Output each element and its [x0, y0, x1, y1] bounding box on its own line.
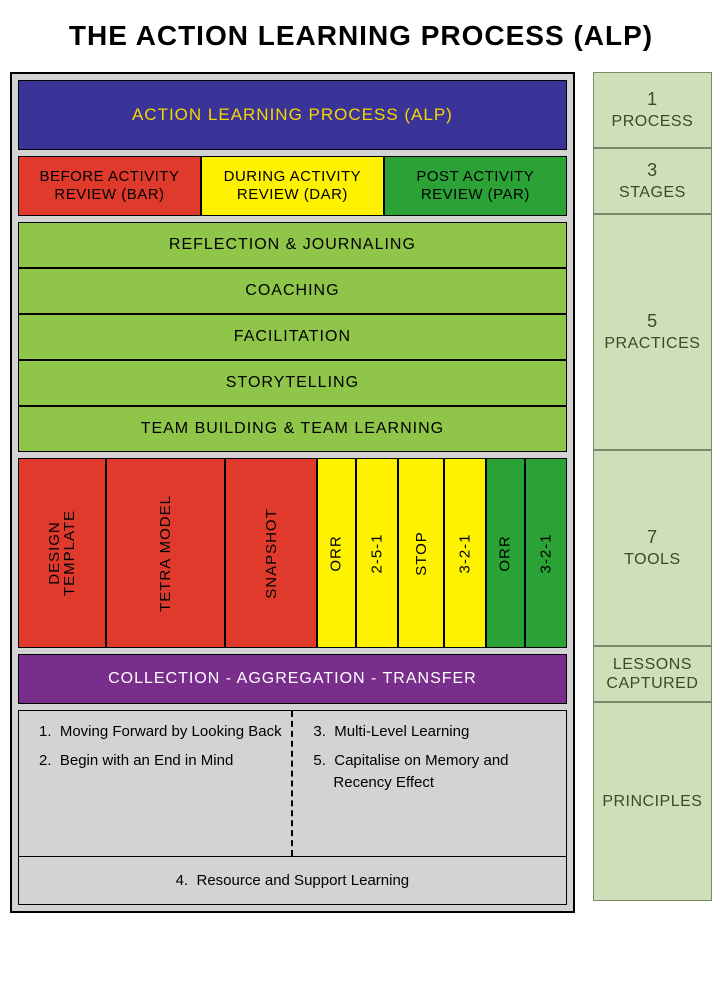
- principle-item: 3. Multi-Level Learning: [313, 721, 559, 744]
- principles-left: 1. Moving Forward by Looking Back 2. Begi…: [19, 711, 293, 856]
- side-cell: LESSONS CAPTURED: [593, 646, 712, 702]
- tool-cell: 3-2-1: [525, 458, 567, 648]
- practice-row: STORYTELLING: [18, 360, 567, 406]
- tool-cell: ORR: [486, 458, 524, 648]
- principle-item: 2. Begin with an End in Mind: [39, 750, 285, 773]
- stages-row: BEFORE ACTIVITY REVIEW (BAR) DURING ACTI…: [18, 156, 567, 216]
- page-title: THE ACTION LEARNING PROCESS (ALP): [10, 20, 712, 52]
- tool-cell: ORR: [317, 458, 355, 648]
- practices-block: REFLECTION & JOURNALING COACHING FACILIT…: [18, 222, 567, 452]
- tools-row: DESIGNTEMPLATETETRA MODELSNAPSHOTORR2-5-…: [18, 458, 567, 648]
- side-cell: 7TOOLS: [593, 450, 712, 646]
- tool-cell: 3-2-1: [444, 458, 486, 648]
- stage-bar: BEFORE ACTIVITY REVIEW (BAR): [18, 156, 201, 216]
- side-cell: 3STAGES: [593, 148, 712, 214]
- principles-bottom: 4. Resource and Support Learning: [19, 856, 566, 904]
- diagram-wrap: ACTION LEARNING PROCESS (ALP) BEFORE ACT…: [10, 72, 712, 913]
- principle-item: 5. Capitalise on Memory and Recency Effe…: [313, 750, 559, 795]
- practice-row: FACILITATION: [18, 314, 567, 360]
- tool-cell: SNAPSHOT: [225, 458, 318, 648]
- tool-cell: TETRA MODEL: [106, 458, 225, 648]
- principles-block: 1. Moving Forward by Looking Back 2. Begi…: [18, 710, 567, 905]
- tool-cell: 2-5-1: [356, 458, 398, 648]
- lessons-bar: COLLECTION - AGGREGATION - TRANSFER: [18, 654, 567, 704]
- practice-row: COACHING: [18, 268, 567, 314]
- practice-row: REFLECTION & JOURNALING: [18, 222, 567, 268]
- main-diagram: ACTION LEARNING PROCESS (ALP) BEFORE ACT…: [10, 72, 575, 913]
- tool-cell: STOP: [398, 458, 445, 648]
- side-cell: PRINCIPLES: [593, 702, 712, 901]
- stage-dar: DURING ACTIVITY REVIEW (DAR): [201, 156, 384, 216]
- principles-right: 3. Multi-Level Learning 5. Capitalise on …: [293, 711, 565, 856]
- process-bar: ACTION LEARNING PROCESS (ALP): [18, 80, 567, 150]
- side-cell: 5PRACTICES: [593, 214, 712, 450]
- tool-cell: DESIGNTEMPLATE: [18, 458, 106, 648]
- practice-row: TEAM BUILDING & TEAM LEARNING: [18, 406, 567, 452]
- side-legend: 1PROCESS3STAGES5PRACTICES7TOOLSLESSONS C…: [593, 72, 712, 913]
- side-cell: 1PROCESS: [593, 72, 712, 148]
- principle-item: 1. Moving Forward by Looking Back: [39, 721, 285, 744]
- stage-par: POST ACTIVITY REVIEW (PAR): [384, 156, 567, 216]
